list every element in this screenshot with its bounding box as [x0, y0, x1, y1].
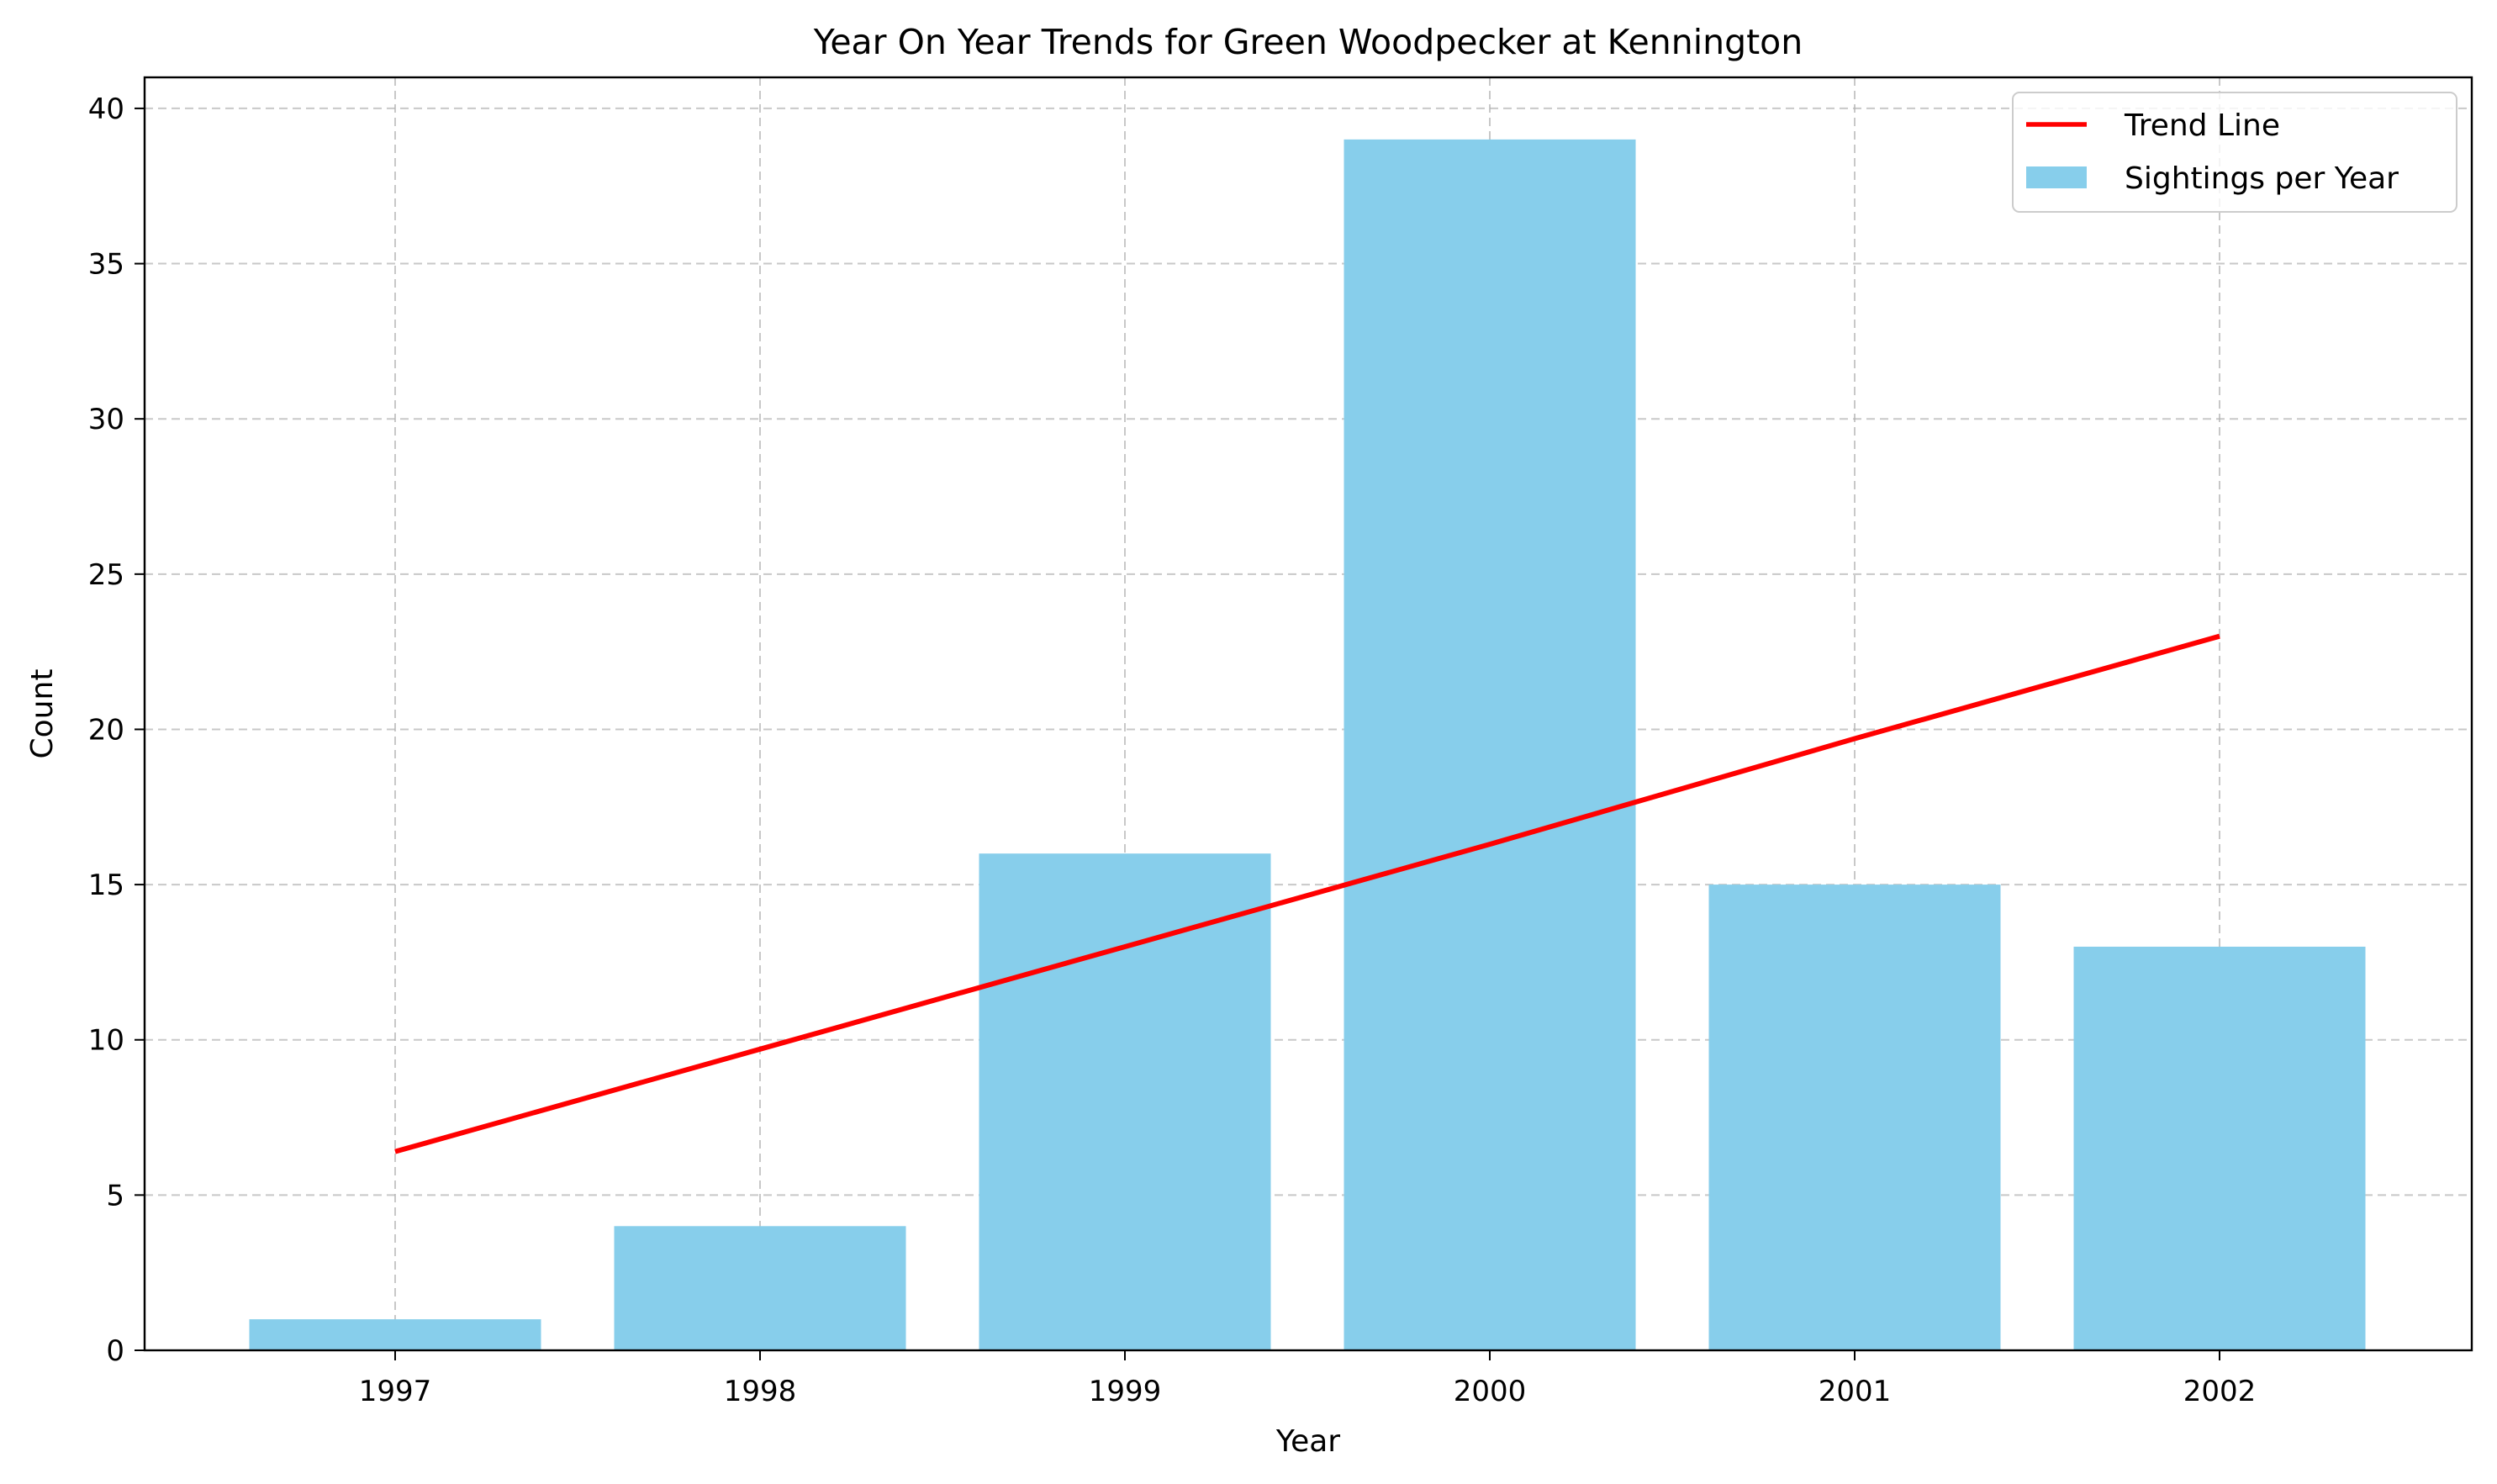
y-axis-ticks: 0 5 10 15 20 25 30 35 40 — [88, 92, 145, 1368]
legend-box — [2012, 92, 2457, 213]
y-tick-label-15: 15 — [88, 869, 124, 902]
x-tick-label-2000: 2000 — [1454, 1375, 1527, 1408]
trend-line-group — [394, 633, 2220, 1154]
y-tick-label-0: 0 — [106, 1334, 124, 1368]
y-tick-label-20: 20 — [88, 713, 124, 747]
legend-swatch-sightings — [2026, 166, 2087, 188]
x-tick-label-1999: 1999 — [1089, 1375, 1162, 1408]
plot-frame — [143, 76, 2473, 1352]
bar-2002 — [2073, 946, 2366, 1350]
x-tick-label-1997: 1997 — [359, 1375, 432, 1408]
x-axis-label: Year — [1275, 1424, 1340, 1459]
x-tick-label-1998: 1998 — [724, 1375, 797, 1408]
y-tick-label-40: 40 — [88, 92, 124, 126]
trend-line — [394, 633, 2220, 1154]
chart-title: Year On Year Trends for Green Woodpecker… — [813, 22, 1803, 62]
y-tick-label-5: 5 — [106, 1179, 124, 1212]
y-tick-label-30: 30 — [88, 403, 124, 436]
x-axis-ticks: 1997 1998 1999 2000 2001 2002 — [359, 1350, 2257, 1408]
legend: Trend Line Sightings per Year — [2012, 92, 2457, 213]
y-tick-label-35: 35 — [88, 248, 124, 282]
bar-2000 — [1344, 139, 1636, 1351]
bars — [249, 139, 2366, 1351]
y-tick-label-10: 10 — [88, 1024, 124, 1058]
legend-label-sightings: Sightings per Year — [2125, 161, 2399, 196]
y-tick-label-25: 25 — [88, 558, 124, 592]
bar-1998 — [614, 1226, 906, 1350]
bar-2001 — [1708, 885, 2001, 1350]
legend-label-trend-line: Trend Line — [2124, 108, 2280, 143]
bar-1999 — [979, 853, 1271, 1350]
x-tick-label-2001: 2001 — [1819, 1375, 1892, 1408]
bar-1997 — [249, 1319, 541, 1350]
x-tick-label-2002: 2002 — [2183, 1375, 2257, 1408]
y-axis-label: Count — [25, 669, 60, 759]
